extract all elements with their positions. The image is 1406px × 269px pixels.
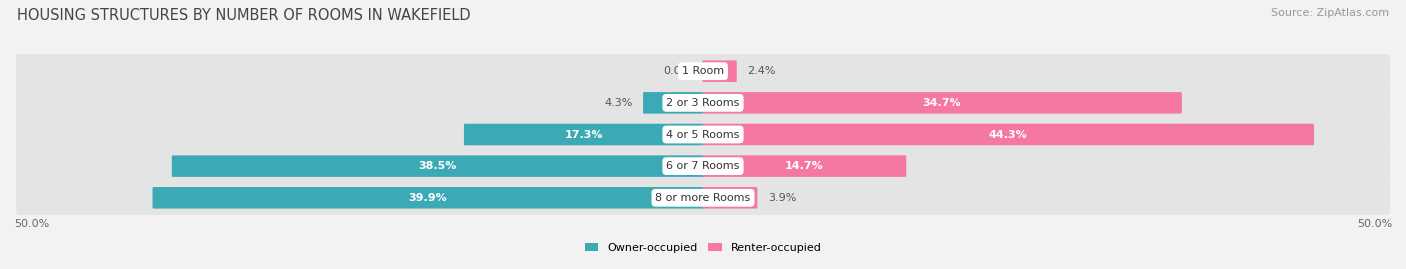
Text: 0.0%: 0.0% (664, 66, 692, 76)
Text: 14.7%: 14.7% (785, 161, 824, 171)
Text: 1 Room: 1 Room (682, 66, 724, 76)
Text: 39.9%: 39.9% (409, 193, 447, 203)
Text: 17.3%: 17.3% (565, 129, 603, 140)
FancyBboxPatch shape (15, 181, 1391, 215)
FancyBboxPatch shape (15, 54, 1391, 88)
Text: 2.4%: 2.4% (747, 66, 776, 76)
FancyBboxPatch shape (703, 155, 907, 177)
Text: 50.0%: 50.0% (1357, 219, 1392, 229)
FancyBboxPatch shape (152, 187, 703, 208)
Text: HOUSING STRUCTURES BY NUMBER OF ROOMS IN WAKEFIELD: HOUSING STRUCTURES BY NUMBER OF ROOMS IN… (17, 8, 471, 23)
Text: 4 or 5 Rooms: 4 or 5 Rooms (666, 129, 740, 140)
Text: 34.7%: 34.7% (922, 98, 962, 108)
FancyBboxPatch shape (172, 155, 703, 177)
FancyBboxPatch shape (703, 61, 737, 82)
Text: 3.9%: 3.9% (768, 193, 796, 203)
FancyBboxPatch shape (703, 124, 1315, 145)
Text: 50.0%: 50.0% (14, 219, 49, 229)
FancyBboxPatch shape (703, 187, 758, 208)
FancyBboxPatch shape (703, 92, 1182, 114)
Text: 6 or 7 Rooms: 6 or 7 Rooms (666, 161, 740, 171)
Text: 4.3%: 4.3% (605, 98, 633, 108)
FancyBboxPatch shape (15, 149, 1391, 183)
Text: 38.5%: 38.5% (419, 161, 457, 171)
FancyBboxPatch shape (643, 92, 703, 114)
FancyBboxPatch shape (15, 86, 1391, 120)
Legend: Owner-occupied, Renter-occupied: Owner-occupied, Renter-occupied (585, 243, 821, 253)
Text: 8 or more Rooms: 8 or more Rooms (655, 193, 751, 203)
Text: 2 or 3 Rooms: 2 or 3 Rooms (666, 98, 740, 108)
FancyBboxPatch shape (464, 124, 703, 145)
Text: 44.3%: 44.3% (988, 129, 1028, 140)
Text: Source: ZipAtlas.com: Source: ZipAtlas.com (1271, 8, 1389, 18)
FancyBboxPatch shape (15, 117, 1391, 152)
